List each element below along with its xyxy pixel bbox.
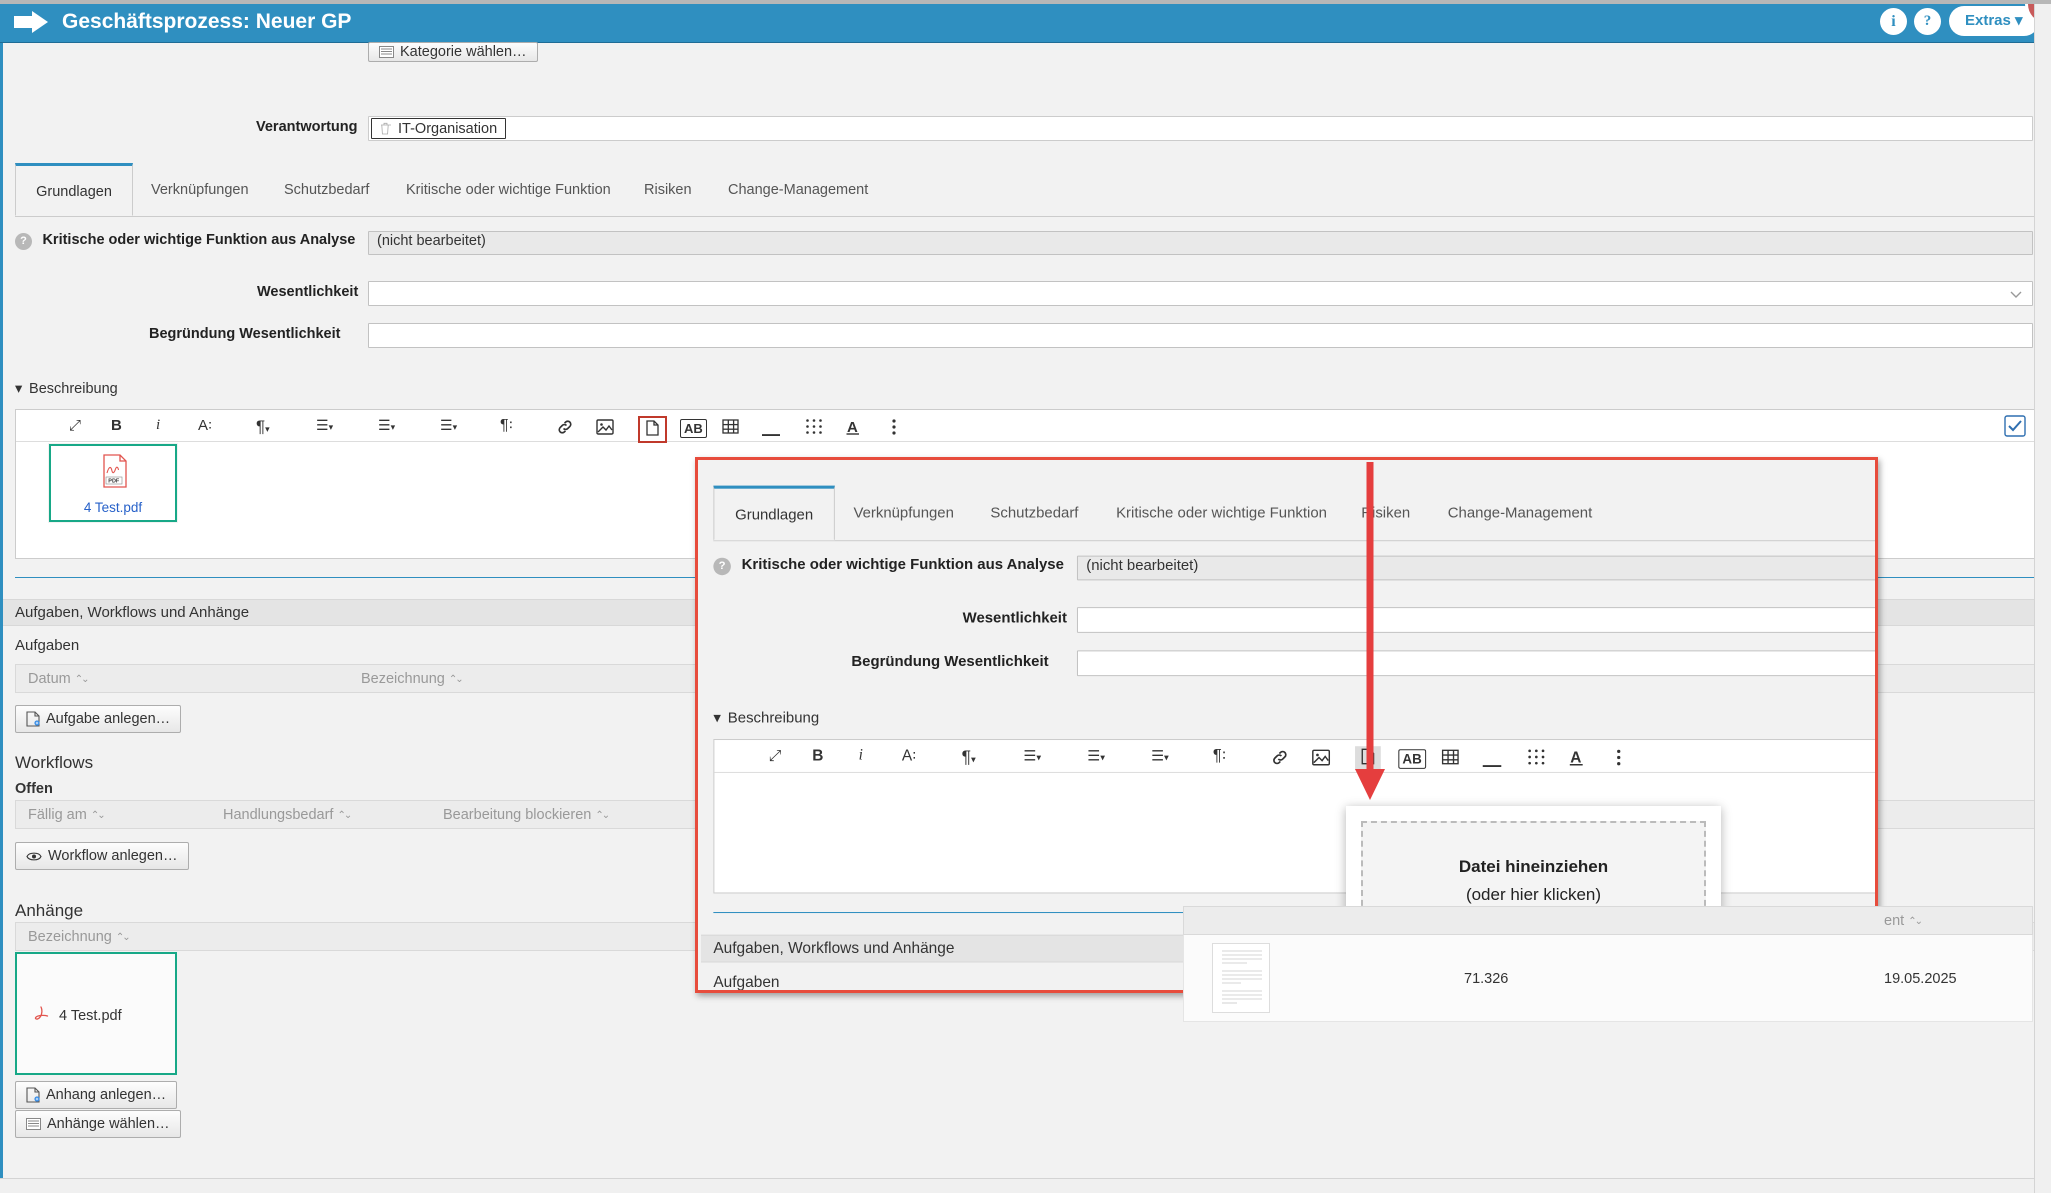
svg-text:PDF: PDF bbox=[108, 479, 120, 485]
